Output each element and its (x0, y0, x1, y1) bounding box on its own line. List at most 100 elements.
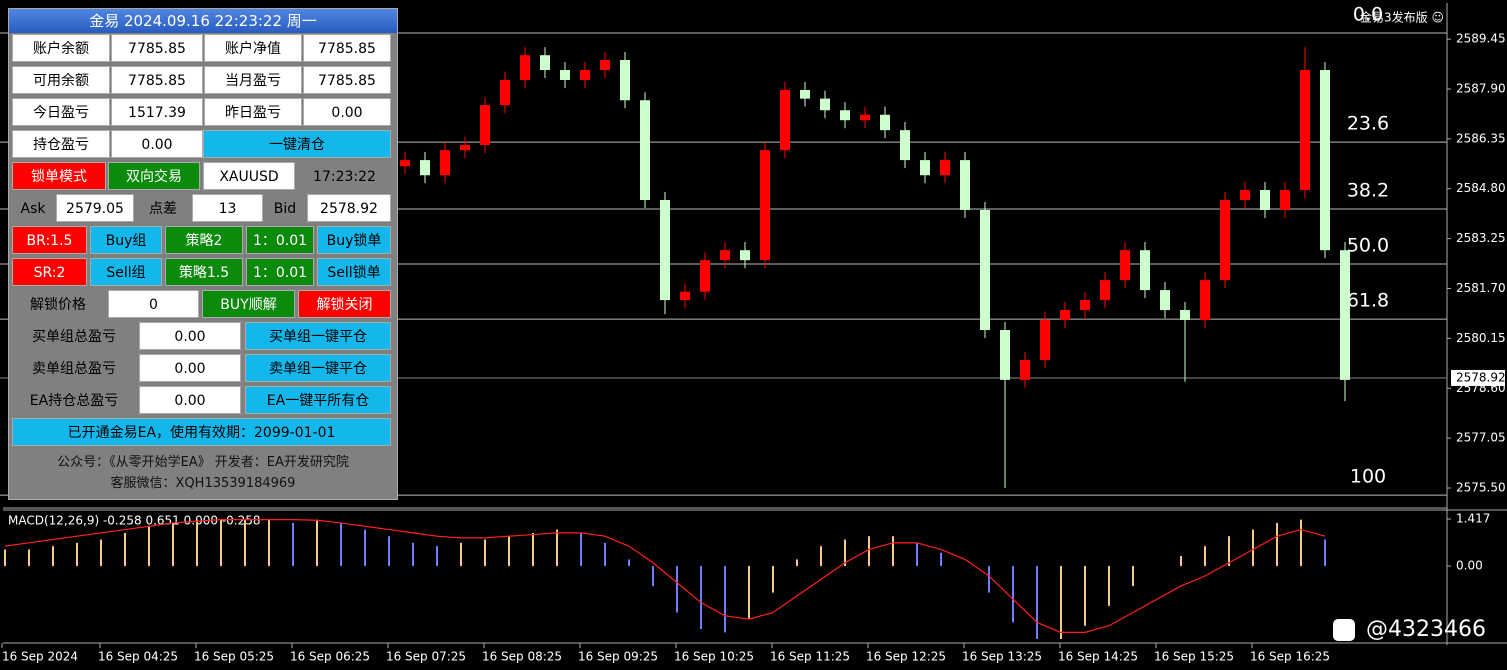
panel-cell[interactable]: 锁单模式 (12, 162, 106, 190)
panel-cell: 持仓盈亏 (12, 130, 110, 158)
panel-cell: XAUUSD (203, 162, 295, 190)
panel-cell: 账户净值 (204, 34, 302, 62)
candle-body (1140, 250, 1150, 291)
panel-cell[interactable]: 策略2 (165, 226, 243, 254)
panel-cell: 昨日盈亏 (204, 98, 302, 126)
fibo-label: 100 (1350, 466, 1386, 488)
panel-footer: 公众号：《从零开始学EA》 开发者：EA开发研究院 (57, 455, 349, 470)
panel-cell[interactable]: 买单组一键平仓 (245, 322, 391, 350)
panel-cell: 1517.39 (111, 98, 203, 126)
panel-cell[interactable]: Buy组 (90, 226, 162, 254)
x-tick-label: 16 Sep 16:25 (1250, 650, 1330, 664)
candle-body (560, 70, 570, 80)
panel-cell[interactable]: 1：0.01 (246, 226, 314, 254)
panel-cell[interactable]: 卖单组一键平仓 (245, 354, 391, 382)
candle-body (1340, 250, 1350, 380)
candle-body (920, 160, 930, 176)
y-tick-label: 2581.70 (1456, 281, 1506, 295)
x-tick-label: 16 Sep 09:25 (578, 650, 658, 664)
panel-footer: 客服微信：XQH13539184969 (110, 476, 296, 491)
panel-cell: 账户余额 (12, 34, 110, 62)
candle-body (820, 98, 830, 111)
panel-cell[interactable]: EA一键平所有仓 (245, 386, 391, 414)
panel-cell: 7785.85 (111, 66, 203, 94)
axis-panel (1447, 0, 1507, 645)
panel-cell: EA持仓总盈亏 (12, 386, 136, 414)
ea-panel: 金易 2024.09.16 22:23:22 周一 账户余额 7785.85 账户净… (8, 8, 398, 500)
panel-cell: 0 (108, 290, 199, 318)
candle-body (1300, 70, 1310, 191)
x-tick-label: 16 Sep 12:25 (866, 650, 946, 664)
fibo-label: 0.0 (1353, 3, 1383, 25)
candle-body (1120, 250, 1130, 281)
x-tick-label: 16 Sep 10:25 (674, 650, 754, 664)
panel-cell: 点差 (137, 194, 189, 222)
candle-body (520, 55, 530, 80)
panel-cell[interactable]: Sell锁单 (317, 258, 391, 286)
panel-cell[interactable]: 双向交易 (108, 162, 200, 190)
candle-body (1060, 310, 1070, 321)
watermark: @4323466 (1366, 617, 1486, 642)
panel-cell[interactable]: BUY顺解 (202, 290, 295, 318)
candle-body (1160, 290, 1170, 311)
x-tick-label: 16 Sep 07:25 (386, 650, 466, 664)
x-tick-label: 16 Sep 15:25 (1154, 650, 1234, 664)
candle-body (1320, 70, 1330, 251)
panel-cell: 今日盈亏 (12, 98, 110, 126)
candle-body (1080, 300, 1090, 311)
panel-title: 金易 2024.09.16 22:23:22 周一 (9, 9, 397, 33)
candle-body (840, 110, 850, 121)
panel-cell[interactable]: 已开通金易EA，使用有效期：2099-01-01 (12, 418, 391, 446)
x-tick-label: 16 Sep 13:25 (962, 650, 1042, 664)
panel-cell[interactable]: 解锁关闭 (298, 290, 391, 318)
candle-body (940, 160, 950, 176)
candle-body (480, 105, 490, 145)
candle-body (1260, 190, 1270, 210)
candle-body (1220, 200, 1230, 281)
candle-body (540, 55, 550, 71)
panel-cell[interactable]: 1：0.01 (246, 258, 314, 286)
panel-cell: 当月盈亏 (204, 66, 302, 94)
candle-body (420, 160, 430, 176)
candle-body (640, 100, 650, 201)
candle-body (800, 89, 810, 99)
candle-body (1240, 190, 1250, 201)
y-tick-label: 2589.45 (1456, 32, 1506, 46)
panel-cell: Ask (12, 194, 54, 222)
y-tick-label: 1.417 (1456, 512, 1490, 526)
panel-cell[interactable]: BR:1.5 (12, 226, 87, 254)
panel-cell: Bid (266, 194, 304, 222)
x-tick-label: 16 Sep 05:25 (194, 650, 274, 664)
panel-cell: 可用余额 (12, 66, 110, 94)
candle-body (460, 144, 470, 151)
candle-body (1200, 280, 1210, 321)
panel-cell[interactable]: 一键清仓 (203, 130, 391, 158)
panel-cell: 2578.92 (307, 194, 391, 222)
fibo-label: 23.6 (1347, 113, 1389, 135)
candle-body (720, 250, 730, 261)
x-tick-label: 16 Sep 04:25 (98, 650, 178, 664)
candle-body (600, 60, 610, 71)
candle-body (740, 250, 750, 261)
panel-cell[interactable]: 策略1.5 (165, 258, 243, 286)
panel-cell[interactable]: Buy锁单 (317, 226, 391, 254)
y-tick-label: 2586.35 (1456, 131, 1506, 145)
candle-body (1100, 280, 1110, 301)
candle-body (680, 291, 690, 301)
candle-body (1020, 359, 1030, 380)
candle-body (1280, 190, 1290, 210)
candle-body (860, 114, 870, 121)
y-tick-label: 2575.50 (1456, 481, 1506, 495)
candle-body (620, 60, 630, 101)
candle-body (580, 70, 590, 80)
panel-cell: 买单组总盈亏 (12, 322, 136, 350)
watermark-icon (1333, 619, 1355, 641)
y-tick-label: 2584.80 (1456, 181, 1506, 195)
panel-cell[interactable]: Sell组 (90, 258, 162, 286)
brand: 金易3发布版 ☺ (1360, 10, 1444, 25)
panel-cell[interactable]: SR:2 (12, 258, 87, 286)
x-tick-label: 16 Sep 2024 (2, 650, 78, 664)
candle-body (500, 79, 510, 106)
panel-cell: 17:23:22 (298, 162, 391, 190)
